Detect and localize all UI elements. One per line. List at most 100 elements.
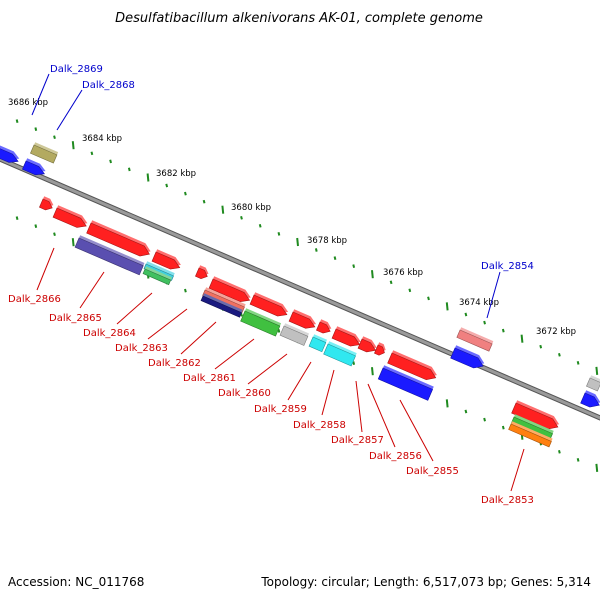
genome-summary-text: Topology: circular; Length: 6,517,073 bp… (260, 575, 591, 589)
gene-label-reverse: Dalk_2858 (293, 420, 346, 431)
major-tick (445, 302, 449, 311)
gene-feature-body (208, 278, 251, 302)
minor-tick (501, 425, 505, 430)
gene-feature-body (374, 344, 385, 356)
gene-label-reverse: Dalk_2859 (254, 404, 307, 415)
minor-tick (90, 151, 94, 156)
gene-feature (450, 345, 485, 369)
gene-feature-body (456, 329, 493, 352)
gene-feature (195, 265, 209, 279)
leader-line (321, 369, 335, 416)
minor-tick (15, 216, 19, 220)
leader-line (367, 383, 396, 448)
position-label: 3684 kbp (82, 134, 122, 144)
gene-feature-body (316, 321, 331, 334)
gene-feature (142, 266, 172, 286)
gene-label-forward: Dalk_2869 (50, 64, 103, 75)
minor-tick (184, 288, 187, 293)
major-tick (520, 334, 524, 343)
gene-feature (0, 144, 20, 163)
leader-line (147, 308, 188, 340)
minor-tick (352, 264, 356, 268)
leader-line (287, 361, 312, 401)
minor-tick (558, 449, 561, 454)
minor-tick (127, 167, 131, 172)
minor-tick (427, 296, 430, 301)
gene-feature-body (377, 367, 433, 401)
leader-line (247, 353, 288, 385)
gene-label-reverse: Dalk_2861 (183, 373, 236, 384)
gene-feature (208, 276, 251, 302)
gene-feature (52, 205, 88, 228)
gene-features (0, 142, 600, 448)
minor-tick (333, 256, 337, 260)
gene-feature-body (52, 207, 87, 228)
label-leader-lines (31, 73, 525, 492)
leader-line (31, 73, 50, 116)
gene-feature (316, 319, 332, 334)
leader-line (56, 89, 83, 131)
gene-feature-body (39, 198, 53, 211)
gene-feature-body (308, 336, 327, 353)
gene-label-reverse: Dalk_2857 (331, 435, 384, 446)
gene-feature (580, 390, 600, 408)
gene-label-forward: Dalk_2854 (481, 261, 534, 272)
minor-tick (53, 135, 56, 140)
minor-tick (501, 328, 505, 333)
minor-tick (277, 232, 281, 236)
gene-label-reverse: Dalk_2866 (8, 294, 61, 305)
minor-tick (240, 215, 243, 220)
minor-tick (464, 312, 468, 317)
position-label: 3682 kbp (156, 169, 196, 179)
major-tick (296, 237, 299, 247)
leader-line (355, 380, 363, 433)
gene-feature-body (240, 310, 281, 337)
major-tick (371, 270, 374, 279)
gene-label-reverse: Dalk_2862 (148, 358, 201, 369)
outer-tick-track (15, 119, 599, 375)
major-tick (221, 205, 225, 214)
leader-line (116, 292, 153, 325)
gene-feature-body (586, 377, 600, 392)
minor-tick (15, 119, 19, 123)
gene-feature (200, 293, 243, 318)
gene-label-reverse: Dalk_2863 (115, 343, 168, 354)
gene-feature-body (387, 352, 437, 381)
gene-feature (357, 336, 377, 353)
gene-label-reverse: Dalk_2856 (369, 451, 422, 462)
gene-feature-body (195, 267, 208, 279)
gene-feature-body (200, 295, 242, 318)
minor-tick (34, 224, 38, 228)
accession-text: Accession: NC_011768 (8, 575, 144, 589)
gene-feature-body (323, 343, 356, 367)
major-tick (71, 141, 75, 150)
gene-feature (511, 400, 560, 430)
minor-tick (352, 361, 356, 365)
minor-tick (258, 223, 262, 228)
genome-backbone (0, 156, 600, 421)
major-tick (146, 173, 150, 182)
position-label: 3678 kbp (307, 236, 347, 246)
gene-feature-body (142, 268, 172, 286)
leader-line (486, 271, 501, 319)
leader-line (180, 321, 217, 355)
gene-feature (374, 342, 386, 356)
gene-feature-body (580, 392, 600, 408)
minor-tick (34, 127, 38, 131)
position-label: 3672 kbp (536, 327, 576, 337)
gene-label-reverse: Dalk_2855 (406, 466, 459, 477)
leader-line (36, 247, 55, 291)
gene-feature (331, 326, 361, 347)
major-tick (371, 367, 374, 376)
gene-feature-body (508, 423, 552, 448)
major-tick (71, 238, 75, 247)
gene-feature (86, 220, 151, 257)
leader-line (510, 448, 525, 492)
minor-tick (558, 352, 561, 357)
minor-tick (314, 248, 318, 252)
gene-label-reverse: Dalk_2864 (83, 328, 136, 339)
gene-feature-body (0, 146, 19, 163)
gene-feature (74, 235, 145, 276)
